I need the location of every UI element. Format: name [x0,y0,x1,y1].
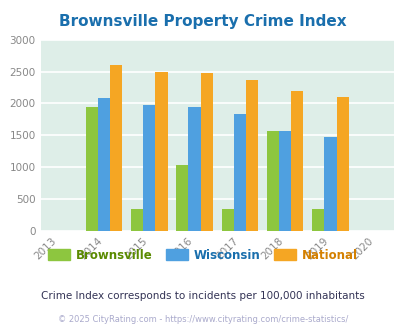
Bar [200,73,212,231]
Bar [131,209,143,231]
Bar [324,137,336,231]
Legend: Brownsville, Wisconsin, National: Brownsville, Wisconsin, National [43,244,362,266]
Bar [155,72,167,231]
Bar [290,91,303,231]
Text: Crime Index corresponds to incidents per 100,000 inhabitants: Crime Index corresponds to incidents per… [41,291,364,301]
Bar [221,209,233,231]
Bar [336,97,348,231]
Bar [176,165,188,231]
Bar [278,131,290,231]
Bar [188,107,200,231]
Bar [311,209,324,231]
Bar [245,81,258,231]
Bar [143,105,155,231]
Bar [110,65,122,231]
Bar [233,114,245,231]
Bar [98,98,110,231]
Bar [266,131,278,231]
Bar [85,107,98,231]
Text: Brownsville Property Crime Index: Brownsville Property Crime Index [59,14,346,29]
Text: © 2025 CityRating.com - https://www.cityrating.com/crime-statistics/: © 2025 CityRating.com - https://www.city… [58,315,347,324]
